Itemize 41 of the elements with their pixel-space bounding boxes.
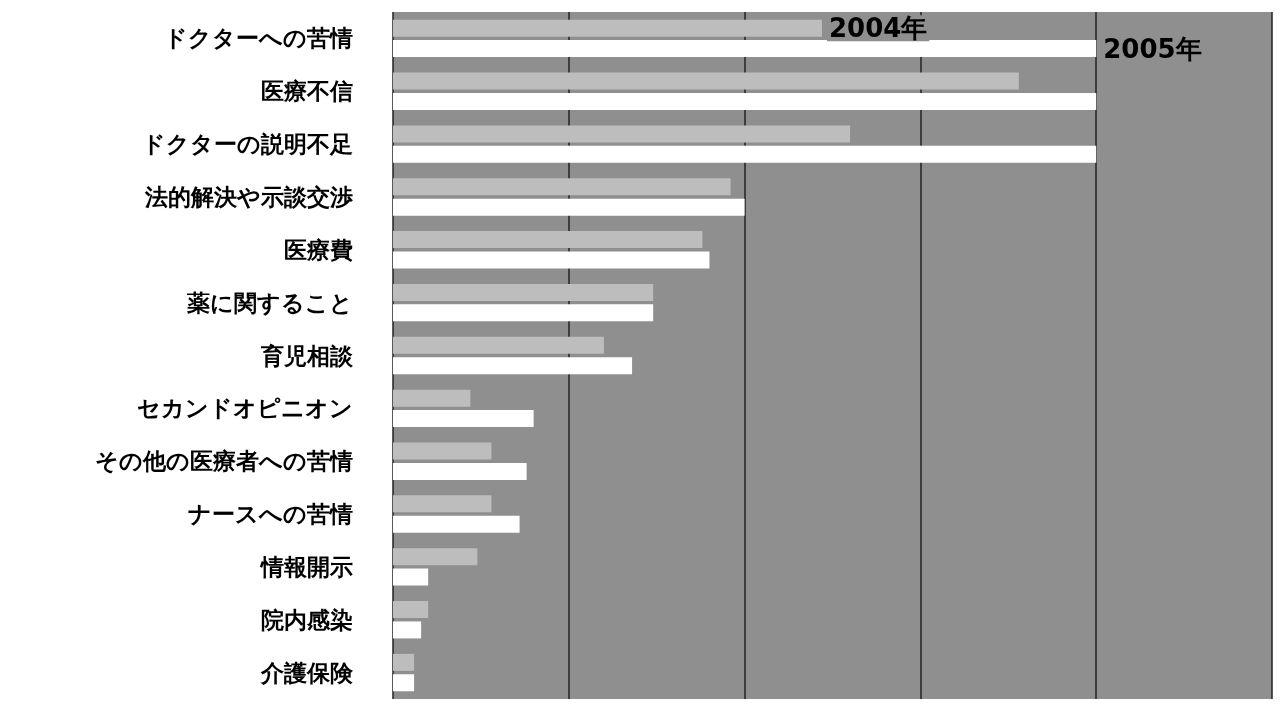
bar xyxy=(393,283,654,301)
bar xyxy=(393,198,745,216)
y-tick-label: 育児相談 xyxy=(260,342,354,369)
y-tick-label: 情報開示 xyxy=(259,553,353,580)
bar xyxy=(393,72,1019,90)
y-tick-label: セカンドオピニオン xyxy=(137,395,353,422)
bar xyxy=(393,304,654,322)
bar xyxy=(393,251,710,269)
y-tick-label: ドクターの説明不足 xyxy=(142,131,353,158)
bar xyxy=(393,410,534,428)
bar xyxy=(393,653,415,671)
y-tick-label: 法的解決や示談交渉 xyxy=(144,183,353,210)
bar xyxy=(393,462,527,480)
series-label: 2004年 xyxy=(828,13,928,44)
bar xyxy=(393,336,604,354)
bar xyxy=(393,357,633,375)
bar xyxy=(393,178,731,196)
bar xyxy=(393,495,492,513)
bar xyxy=(393,568,429,586)
y-tick-label: 医療不信 xyxy=(261,78,353,105)
bar xyxy=(393,621,422,639)
bar xyxy=(393,389,471,407)
y-tick-label: 介護保険 xyxy=(259,659,354,686)
y-tick-label: その他の医療者への苦情 xyxy=(95,448,353,475)
bar xyxy=(393,674,415,692)
y-tick-label: 院内感染 xyxy=(261,606,353,633)
y-tick-label: ドクターへの苦情 xyxy=(164,25,353,52)
bar xyxy=(393,125,851,143)
series-label: 2005年 xyxy=(1103,33,1202,64)
bar xyxy=(393,145,1097,163)
bar xyxy=(393,19,822,37)
y-tick-label: 薬に関すること xyxy=(186,289,353,316)
bar xyxy=(393,515,520,533)
bar xyxy=(393,548,478,566)
y-tick-label: 医療費 xyxy=(284,236,353,263)
bar xyxy=(393,601,429,619)
bar xyxy=(393,231,703,249)
y-tick-label: ナースへの苦情 xyxy=(188,501,353,528)
bar xyxy=(393,40,1097,58)
bar xyxy=(393,92,1097,110)
bar xyxy=(393,442,492,460)
